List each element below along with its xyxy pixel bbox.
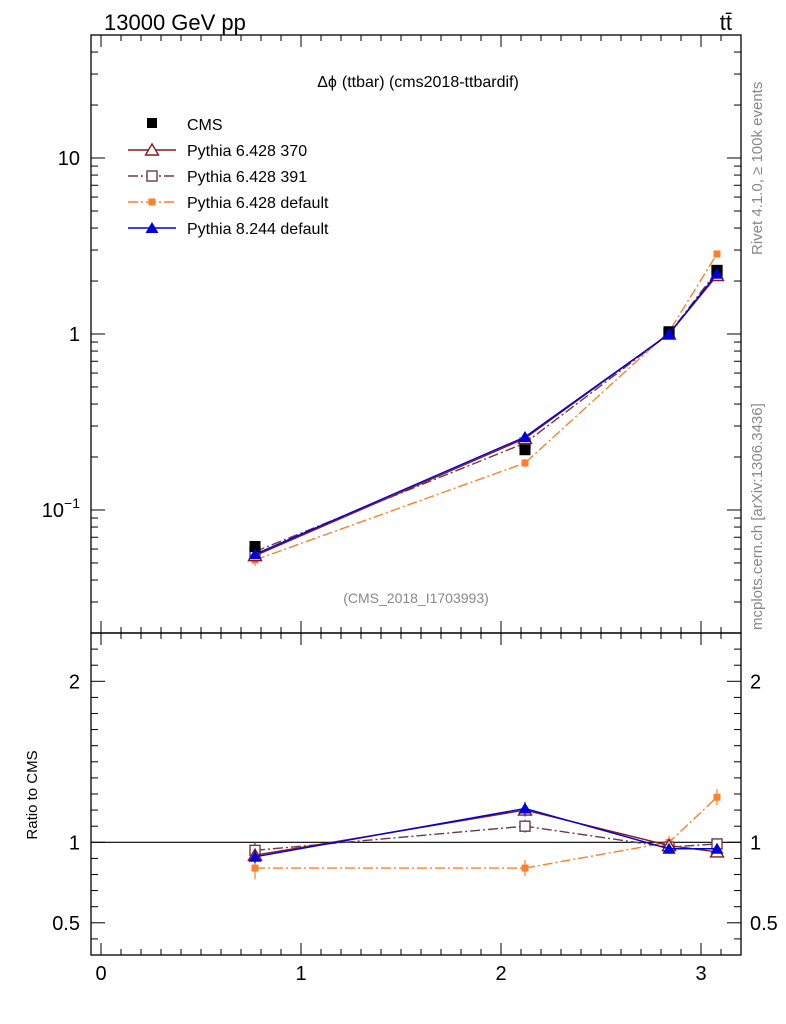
ratio-point-pythia-6-428-default (521, 864, 529, 872)
plot-title: Δϕ (ttbar) (cms2018-ttbardif) (317, 74, 519, 91)
legend-label-pythia6-default: Pythia 6.428 default (187, 195, 329, 212)
ratio-y-tick-label: 0.5 (52, 913, 80, 935)
series-pythia-6-428-default (251, 250, 721, 567)
legend-entry-pythia6-391: Pythia 6.428 391 (128, 169, 307, 186)
x-tick-label: 3 (695, 963, 706, 985)
series-pythia-6-428-370 (247, 268, 725, 562)
legend-marker-cms (147, 118, 157, 128)
ratio-point-pythia-6-428-default (713, 793, 721, 801)
point-pythia-8-244-default (662, 328, 676, 339)
ratio-series-pythia-6-428-370 (247, 802, 725, 862)
legend-label-pythia6-370: Pythia 6.428 370 (187, 143, 307, 160)
series-cms (249, 264, 723, 553)
data-layer (247, 250, 725, 880)
legend-label-pythia8-default: Pythia 8.244 default (187, 221, 329, 238)
series-line-pythia-6-428-391 (254, 270, 718, 553)
ratio-point-pythia-6-428-default (251, 864, 259, 872)
legend-marker-pythia8-default (145, 222, 159, 233)
header-energy-label: 13000 GeV pp (104, 10, 246, 35)
legend-entry-pythia6-370: Pythia 6.428 370 (128, 142, 307, 160)
x-tick-label: 1 (295, 963, 306, 985)
ratio-line-pythia-6-428-370 (254, 809, 718, 856)
y-tick-base: 10 (42, 500, 64, 522)
ratio-y-tick-label-right: 1 (750, 832, 761, 854)
y-tick-exponent: −1 (64, 495, 80, 511)
x-tick-label: 0 (95, 963, 106, 985)
y-tick-label: 10−1 (42, 495, 80, 522)
y-tick-base: 1 (69, 324, 80, 346)
point-pythia-8-244-default (518, 430, 532, 442)
frame-layer (90, 34, 742, 956)
series-line-pythia-6-428-default (254, 253, 718, 561)
legend-entry-pythia6-default: Pythia 6.428 default (128, 195, 329, 212)
legend-marker-pythia6-default (148, 198, 156, 206)
ratio-series-pythia-6-428-391 (249, 819, 723, 859)
ratio-point-pythia-8-244-default (518, 802, 532, 814)
ratio-plot-frame (90, 632, 742, 956)
ratio-line-pythia-6-428-default (255, 796, 718, 869)
ratio-point-pythia-8-244-default (662, 842, 676, 854)
point-pythia-8-244-default (710, 267, 724, 279)
ratio-line-pythia-8-244-default (254, 807, 717, 858)
ratio-y-tick-label: 2 (69, 671, 80, 693)
y-tick-label: 10 (58, 148, 80, 170)
ratio-series-pythia-6-428-default (251, 789, 721, 880)
legend-marker-pythia6-391 (146, 170, 158, 182)
point-cms (519, 444, 531, 456)
series-line-pythia-8-244-default (254, 273, 718, 555)
ratio-line-pythia-6-428-391 (254, 825, 718, 852)
ratio-y-tick-label-right: 2 (750, 671, 761, 693)
point-pythia-6-428-default (521, 459, 529, 467)
ratio-y-tick-label: 1 (69, 832, 80, 854)
legend-entry-cms: CMS (147, 117, 223, 134)
ratio-point-pythia-6-428-391 (519, 820, 531, 832)
mcplots-reference-label: mcplots.cern.ch [arXiv:1306.3436] (749, 403, 766, 630)
x-tick-label: 2 (495, 963, 506, 985)
title-text: (ttbar) (cms2018-ttbardif) (342, 74, 519, 91)
rivet-version-label: Rivet 4.1.0, ≥ 100k events (749, 82, 766, 255)
header-process-label: tt̄ (720, 10, 732, 35)
y-tick-label: 1 (69, 324, 80, 346)
ratio-point-pythia-8-244-default (710, 842, 724, 854)
point-pythia-6-428-default (713, 250, 721, 258)
ratio-series-pythia-8-244-default (248, 802, 724, 864)
legend-label-cms: CMS (187, 117, 223, 134)
series-line-pythia-6-428-370 (254, 275, 718, 557)
series-pythia-8-244-default (248, 267, 724, 560)
y-tick-base: 10 (58, 148, 80, 170)
point-pythia-8-244-default (248, 548, 262, 560)
analysis-id-label: (CMS_2018_I1703993) (343, 590, 489, 606)
legend: CMS Pythia 6.428 370 Pythia 6.428 391 Py… (128, 117, 329, 238)
ratio-point-pythia-8-244-default (248, 850, 262, 862)
ratio-y-axis-label: Ratio to CMS (24, 750, 41, 839)
title-symbol: Δϕ (317, 74, 337, 91)
legend-label-pythia6-391: Pythia 6.428 391 (187, 169, 307, 186)
legend-entry-pythia8-default: Pythia 8.244 default (128, 221, 329, 238)
ratio-y-tick-label-right: 0.5 (750, 913, 778, 935)
legend-marker-pythia6-370 (144, 142, 160, 156)
point-cms (249, 541, 261, 553)
series-pythia-6-428-391 (249, 265, 723, 558)
